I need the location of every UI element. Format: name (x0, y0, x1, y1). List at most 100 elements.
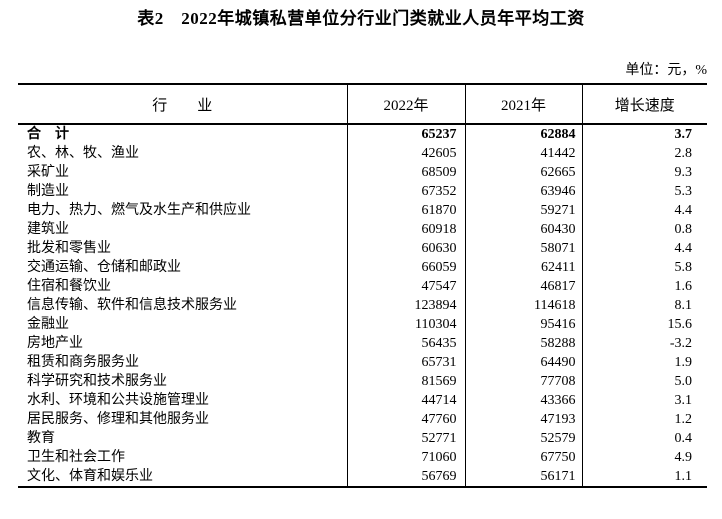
industry-cell: 农、林、牧、渔业 (18, 144, 348, 163)
table-row: 教育 52771 52579 0.4 (18, 429, 707, 448)
industry-cell: 住宿和餐饮业 (18, 277, 348, 296)
value-2021-cell: 52579 (465, 429, 583, 448)
value-2022-cell: 60918 (347, 220, 466, 239)
growth-cell: 1.6 (674, 279, 693, 294)
industry-cell: 制造业 (18, 182, 348, 201)
value-2021-cell: 95416 (465, 315, 583, 334)
industry-cell: 房地产业 (18, 334, 348, 353)
wage-table: 行 业 2022年 2021年 增长速度 合 计 65237 62884 3.7 农、林… (18, 83, 707, 488)
value-2021-cell: 56171 (465, 467, 583, 487)
table-body: 合 计 65237 62884 3.7 农、林、牧、渔业 42605 41442 2.8 采矿业… (18, 124, 707, 487)
table-row: 科学研究和技术服务业 81569 77708 5.0 (18, 372, 707, 391)
value-2021-cell: 43366 (465, 391, 583, 410)
table-row: 卫生和社会工作 71060 67750 4.9 (18, 448, 707, 467)
table-row: 采矿业 68509 62665 9.3 (18, 163, 707, 182)
industry-cell: 水利、环境和公共设施管理业 (18, 391, 348, 410)
value-2022-cell: 66059 (347, 258, 466, 277)
header-2021: 2021年 (465, 84, 583, 125)
growth-cell: 4.4 (674, 203, 693, 218)
industry-cell: 科学研究和技术服务业 (18, 372, 348, 391)
value-2022-cell: 123894 (347, 296, 466, 315)
growth-cell: 5.3 (674, 184, 693, 199)
table-row: 文化、体育和娱乐业 56769 56171 1.1 (18, 467, 707, 487)
table-row: 批发和零售业 60630 58071 4.4 (18, 239, 707, 258)
value-2022-cell: 56435 (347, 334, 466, 353)
industry-cell: 建筑业 (18, 220, 348, 239)
industry-cell: 采矿业 (18, 163, 348, 182)
header-industry: 行 业 (18, 84, 348, 125)
value-2021-cell: 47193 (465, 410, 583, 429)
table-row: 建筑业 60918 60430 0.8 (18, 220, 707, 239)
table-row: 制造业 67352 63946 5.3 (18, 182, 707, 201)
growth-cell: 1.9 (674, 355, 693, 370)
table-row: 租赁和商务服务业 65731 64490 1.9 (18, 353, 707, 372)
value-2021-cell: 64490 (465, 353, 583, 372)
value-2021-cell: 58071 (465, 239, 583, 258)
value-2022-cell: 68509 (347, 163, 466, 182)
industry-cell: 交通运输、仓储和邮政业 (18, 258, 348, 277)
growth-cell: 3.7 (674, 127, 693, 142)
industry-cell: 电力、热力、燃气及水生产和供应业 (18, 201, 348, 220)
header-row: 行 业 2022年 2021年 增长速度 (18, 84, 707, 125)
growth-cell: 9.3 (674, 165, 693, 180)
growth-cell: 5.8 (674, 260, 693, 275)
growth-cell: 4.4 (674, 241, 693, 256)
industry-cell: 信息传输、软件和信息技术服务业 (18, 296, 348, 315)
value-2022-cell: 110304 (347, 315, 466, 334)
page-title: 表2 2022年城镇私营单位分行业门类就业人员年平均工资 (137, 9, 585, 28)
value-2022-cell: 52771 (347, 429, 466, 448)
industry-cell: 文化、体育和娱乐业 (18, 467, 348, 487)
value-2021-cell: 114618 (465, 296, 583, 315)
value-2022-cell: 61870 (347, 201, 466, 220)
table-row: 金融业 110304 95416 15.6 (18, 315, 707, 334)
table-row: 居民服务、修理和其他服务业 47760 47193 1.2 (18, 410, 707, 429)
value-2022-cell: 47547 (347, 277, 466, 296)
industry-cell: 合 计 (18, 124, 348, 144)
table-row: 农、林、牧、渔业 42605 41442 2.8 (18, 144, 707, 163)
growth-cell: 8.1 (674, 298, 693, 313)
value-2022-cell: 56769 (347, 467, 466, 487)
table-row: 交通运输、仓储和邮政业 66059 62411 5.8 (18, 258, 707, 277)
value-2021-cell: 41442 (465, 144, 583, 163)
table-row: 水利、环境和公共设施管理业 44714 43366 3.1 (18, 391, 707, 410)
value-2021-cell: 62884 (465, 124, 583, 144)
growth-cell: 1.2 (674, 412, 693, 427)
industry-cell: 卫生和社会工作 (18, 448, 348, 467)
value-2021-cell: 62411 (465, 258, 583, 277)
value-2022-cell: 47760 (347, 410, 466, 429)
header-2022: 2022年 (347, 84, 466, 125)
value-2021-cell: 59271 (465, 201, 583, 220)
growth-cell: 0.4 (674, 431, 693, 446)
table-row: 住宿和餐饮业 47547 46817 1.6 (18, 277, 707, 296)
industry-cell: 租赁和商务服务业 (18, 353, 348, 372)
industry-cell: 教育 (18, 429, 348, 448)
value-2022-cell: 42605 (347, 144, 466, 163)
value-2022-cell: 65237 (347, 124, 466, 144)
growth-cell: 4.9 (674, 450, 693, 465)
value-2022-cell: 44714 (347, 391, 466, 410)
value-2021-cell: 60430 (465, 220, 583, 239)
table-row: 电力、热力、燃气及水生产和供应业 61870 59271 4.4 (18, 201, 707, 220)
industry-cell: 批发和零售业 (18, 239, 348, 258)
industry-cell: 居民服务、修理和其他服务业 (18, 410, 348, 429)
table-header: 行 业 2022年 2021年 增长速度 (18, 84, 707, 125)
value-2022-cell: 71060 (347, 448, 466, 467)
value-2021-cell: 62665 (465, 163, 583, 182)
value-2021-cell: 46817 (465, 277, 583, 296)
header-growth: 增长速度 (582, 84, 707, 125)
value-2021-cell: 77708 (465, 372, 583, 391)
growth-cell: 15.6 (667, 317, 693, 332)
growth-cell: -3.2 (669, 336, 692, 351)
value-2021-cell: 58288 (465, 334, 583, 353)
industry-cell: 金融业 (18, 315, 348, 334)
growth-cell: 1.1 (674, 469, 693, 484)
growth-cell: 3.1 (674, 393, 693, 408)
value-2022-cell: 60630 (347, 239, 466, 258)
table-row: 合 计 65237 62884 3.7 (18, 124, 707, 144)
growth-cell: 2.8 (674, 146, 693, 161)
value-2022-cell: 81569 (347, 372, 466, 391)
value-2022-cell: 67352 (347, 182, 466, 201)
table-row: 信息传输、软件和信息技术服务业 123894 114618 8.1 (18, 296, 707, 315)
growth-cell: 0.8 (674, 222, 693, 237)
